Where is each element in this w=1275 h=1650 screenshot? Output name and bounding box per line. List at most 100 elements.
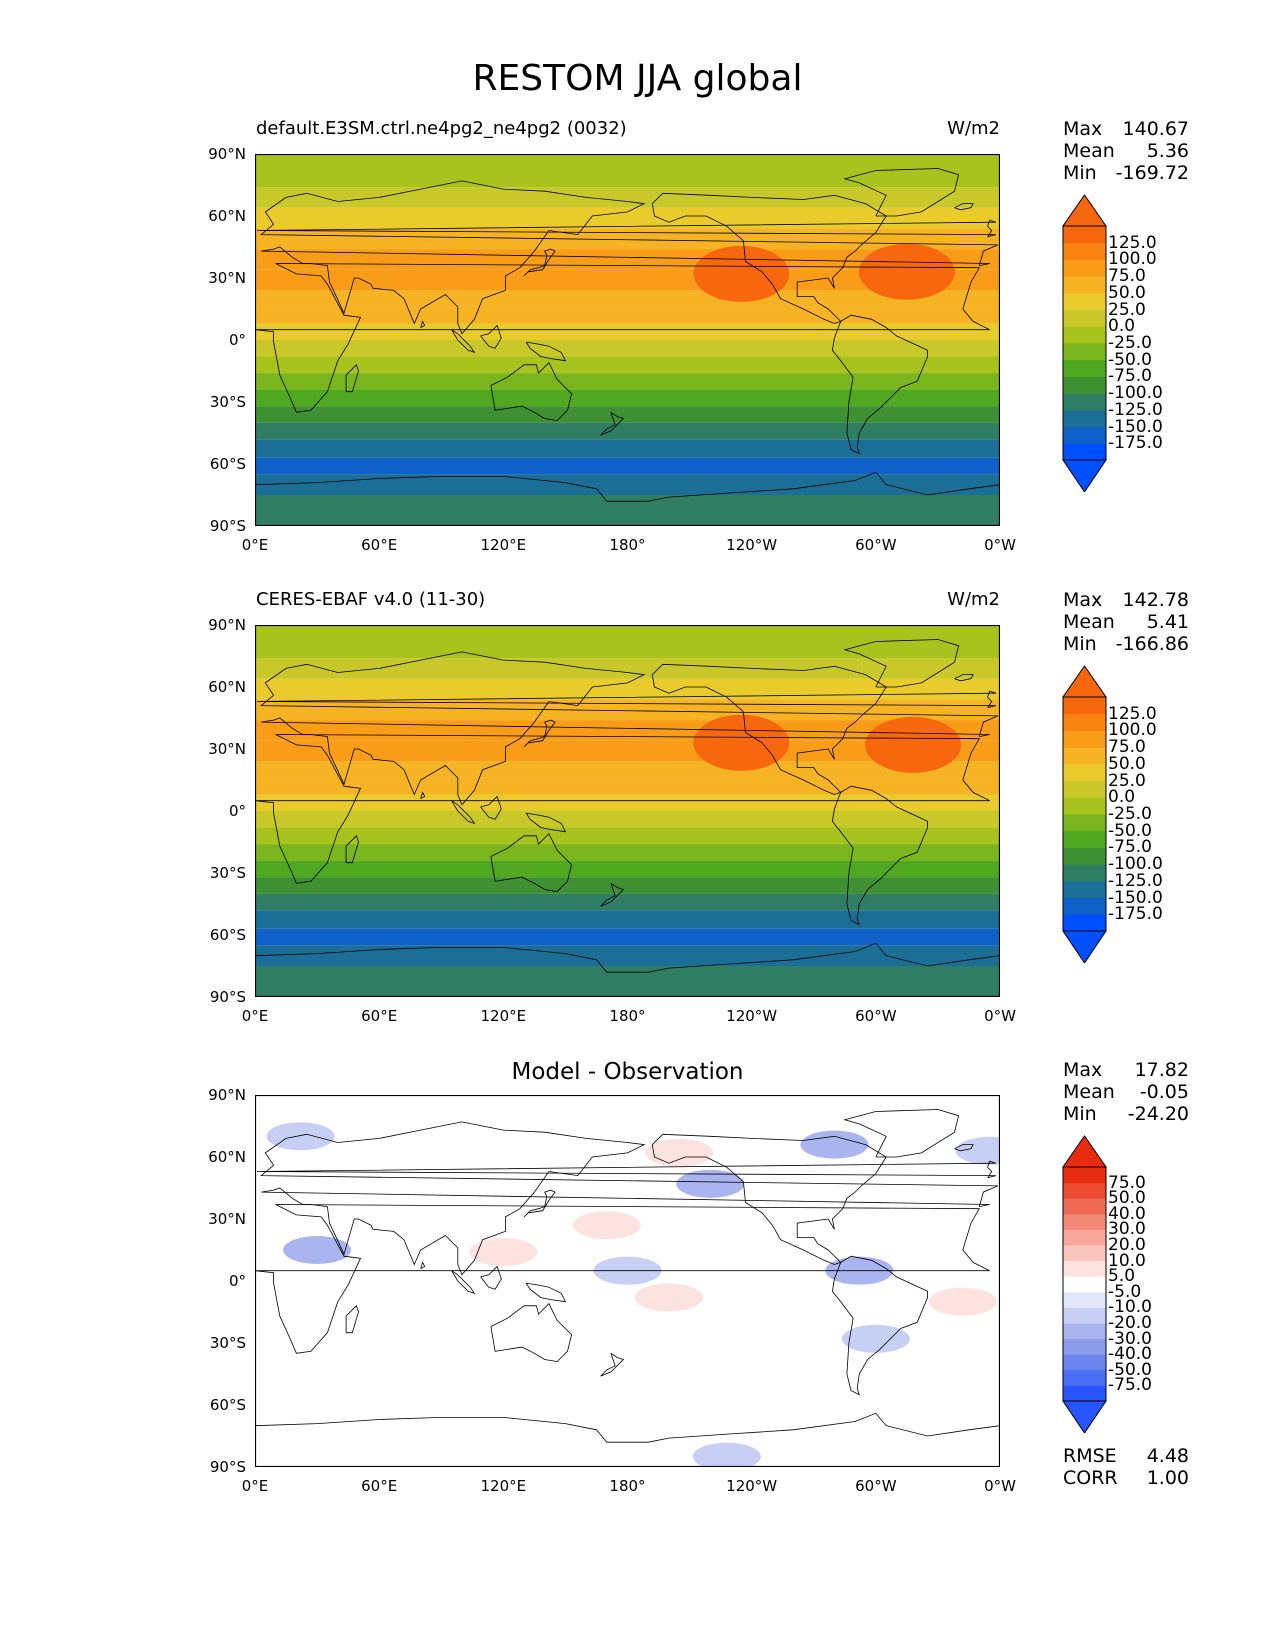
colorbar-segment: [1063, 1369, 1106, 1386]
coastline: [480, 1265, 502, 1290]
coastline: [600, 882, 625, 907]
lon-tick-label: 120°W: [726, 536, 778, 554]
anomaly-patch: [634, 1283, 703, 1312]
colorbar-label: 50.0: [1108, 1188, 1146, 1209]
lon-tick-label: 0°E: [241, 1477, 269, 1495]
coastline: [843, 1109, 960, 1158]
lat-tick-label: 90°S: [209, 988, 246, 1006]
colorbar-segment: [1063, 697, 1106, 715]
coastline: [525, 812, 567, 833]
lon-tick-label: 120°E: [480, 536, 527, 554]
panel-title-center: Model - Observation: [511, 1059, 744, 1085]
contour-band: [255, 860, 1000, 878]
colorbar-segment: [1063, 1245, 1106, 1262]
colorbar-label: 30.0: [1108, 1219, 1146, 1240]
lon-tick-label: 180°: [609, 1007, 646, 1025]
coastline: [480, 795, 502, 820]
coastline: [451, 800, 476, 825]
coastline: [523, 719, 556, 748]
colorbar-label: -100.0: [1108, 854, 1163, 875]
contour-band: [255, 811, 1000, 828]
colorbar-extend-high: [1062, 1135, 1107, 1168]
lat-tick-label: 60°S: [209, 455, 246, 473]
colorbar-segment: [1063, 1229, 1106, 1246]
coastline: [420, 1261, 426, 1269]
coastline: [255, 263, 990, 413]
colorbar-label: -125.0: [1108, 870, 1163, 891]
contour-band: [255, 154, 1000, 188]
contour-band: [255, 207, 1000, 229]
lon-tick-label: 120°E: [480, 1007, 527, 1025]
colorbar-label: -50.0: [1108, 820, 1152, 841]
colorbar-segment: [1063, 747, 1106, 765]
colorbar-label: 0.0: [1108, 787, 1136, 808]
colorbar-segment: [1063, 864, 1106, 882]
colorbar-segment: [1063, 226, 1106, 244]
coastline: [345, 364, 359, 393]
lat-tick-label: 90°N: [208, 616, 246, 634]
panel-units: W/m2: [947, 589, 1000, 610]
colorbar-segment: [1063, 847, 1106, 865]
colorbar-segment: [1063, 242, 1106, 260]
colorbar-segment: [1063, 443, 1106, 461]
contour-hotspot: [693, 714, 790, 771]
lat-tick-label: 60°S: [209, 1396, 246, 1414]
lon-tick-label: 60°E: [361, 1477, 398, 1495]
colorbar-label: 125.0: [1108, 232, 1157, 253]
lon-tick-label: 60°W: [855, 1007, 897, 1025]
panel-title-left: default.E3SM.ctrl.ne4pg2_ne4pg2 (0032): [256, 118, 627, 139]
contour-band: [255, 761, 1000, 778]
lon-tick-label: 60°E: [361, 536, 398, 554]
coastline: [451, 1270, 476, 1295]
contour-fill: [255, 154, 1000, 526]
colorbar-label: 50.0: [1108, 753, 1146, 774]
colorbar-segment: [1063, 343, 1106, 361]
coastline: [260, 651, 999, 806]
contour-band: [255, 777, 1000, 795]
colorbar-label: -50.0: [1108, 1359, 1152, 1380]
colorbar: [1062, 1135, 1107, 1437]
colorbar-segment: [1063, 309, 1106, 327]
colorbar-label: -150.0: [1108, 887, 1163, 908]
colorbar-label: 25.0: [1108, 770, 1146, 791]
colorbar-segment: [1063, 1307, 1106, 1324]
coastline: [255, 734, 990, 884]
lat-tick-label: 90°S: [209, 517, 246, 535]
colorbar-segment: [1063, 259, 1106, 277]
contour-band: [255, 439, 1000, 458]
colorbar-label: -175.0: [1108, 904, 1163, 925]
coastline: [600, 411, 625, 436]
colorbar-segment: [1063, 1354, 1106, 1371]
colorbar-label: 75.0: [1108, 266, 1146, 287]
lat-tick-label: 0°: [228, 331, 246, 349]
contour-band: [255, 844, 1000, 861]
colorbar-label: 5.0: [1108, 1266, 1136, 1287]
colorbar-segment: [1063, 1323, 1106, 1340]
lat-tick-label: 30°S: [209, 864, 246, 882]
contour-band: [255, 373, 1000, 390]
colorbar-label: -75.0: [1108, 366, 1152, 387]
contour-band: [255, 495, 1000, 526]
colorbar-extend-high: [1062, 665, 1107, 698]
lon-tick-label: 60°W: [855, 1477, 897, 1495]
anomaly-patch: [283, 1236, 352, 1264]
colorbar-frame: [1062, 225, 1107, 461]
colorbar: [1062, 194, 1107, 496]
colorbar-label: -10.0: [1108, 1297, 1152, 1318]
lat-tick-label: 30°N: [208, 1210, 246, 1228]
lon-tick-label: 0°E: [241, 536, 269, 554]
colorbar-segment: [1063, 1213, 1106, 1230]
colorbar-label: -25.0: [1108, 804, 1152, 824]
coastline: [651, 192, 887, 324]
colorbar-segment: [1063, 797, 1106, 815]
colorbar: [1062, 665, 1107, 967]
stats-block: Max 17.82 Mean -0.05 Min -24.20: [1063, 1059, 1189, 1125]
lon-tick-label: 120°E: [480, 1477, 527, 1495]
coastline: [954, 674, 974, 682]
contour-band: [255, 406, 1000, 423]
colorbar-label: -100.0: [1108, 383, 1163, 404]
contour-band: [255, 187, 1000, 208]
map-frame: [255, 154, 1000, 526]
contour-band: [255, 323, 1000, 340]
coastline: [651, 1133, 887, 1265]
